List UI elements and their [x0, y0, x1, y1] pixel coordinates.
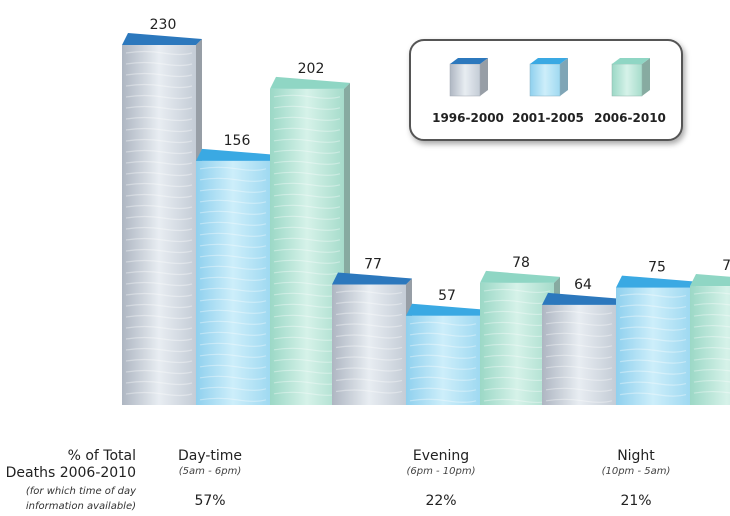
bar-top: [616, 275, 696, 288]
legend-label: 1996-2000: [432, 111, 504, 125]
category-label: Night: [617, 448, 655, 464]
legend-swatch-top: [612, 58, 650, 64]
row-label-line1: % of Total: [68, 448, 136, 464]
bar-texture: [125, 50, 193, 397]
bar-texture: [335, 290, 403, 394]
legend-swatch-top: [450, 58, 488, 64]
value-label: 230: [150, 17, 177, 33]
bar-top: [122, 33, 202, 45]
legend-item-1996-2000: 1996-2000: [432, 58, 504, 125]
value-label: 64: [574, 277, 592, 293]
row-label-note2: information available): [26, 501, 136, 512]
bar-top: [196, 148, 276, 161]
legend-swatch: [611, 63, 643, 97]
bar-front: [690, 286, 730, 405]
row-label-note1: (for which time of day: [26, 486, 137, 497]
bar-day-time-1996-2000: [122, 33, 202, 405]
legend-label: 2001-2005: [512, 111, 584, 125]
bar-top: [690, 274, 730, 287]
bar-night-2001-2005: [616, 275, 696, 405]
bars-layer: [122, 33, 730, 406]
bar-day-time-2006-2010: [270, 76, 350, 406]
category-range: (10pm - 5am): [602, 466, 671, 477]
legend-items: 1996-2000 2001-2005 2006-2010: [432, 58, 666, 125]
legend-swatch-side: [480, 58, 488, 96]
legend: 1996-2000 2001-2005 2006-2010: [409, 39, 683, 141]
bar-front: [406, 315, 480, 405]
bar-texture: [693, 291, 730, 394]
bar-texture: [545, 310, 613, 403]
bar-top: [542, 292, 622, 305]
category-percentage: 57%: [194, 493, 225, 509]
category-percentage: 22%: [425, 493, 456, 509]
category-range: (5am - 6pm): [179, 466, 241, 477]
category-percentage: 21%: [620, 493, 651, 509]
value-label: 76: [722, 258, 730, 274]
legend-swatch-side: [560, 58, 568, 96]
bar-top: [480, 270, 560, 283]
bar-front: [332, 284, 406, 405]
value-labels-layer: 230 156 202 77 57 78 64 75 76: [150, 17, 730, 304]
bar-front: [122, 45, 196, 405]
bar-top: [406, 303, 486, 316]
bar-night-1996-2000: [542, 292, 622, 405]
row-label: % of Total Deaths 2006-2010 (for which t…: [6, 448, 137, 512]
bar-texture: [409, 321, 477, 403]
legend-item-2001-2005: 2001-2005: [512, 58, 584, 125]
bar-front: [270, 88, 344, 406]
bar-top: [332, 272, 412, 285]
category-label: Evening: [413, 448, 469, 464]
bar-evening-1996-2000: [332, 272, 412, 405]
value-label: 156: [224, 133, 251, 149]
bar-texture: [619, 293, 687, 397]
legend-swatch-side: [642, 58, 650, 96]
category-label: Day-time: [178, 448, 242, 464]
row-label-line2: Deaths 2006-2010: [6, 465, 136, 481]
bar-front: [616, 287, 690, 405]
value-label: 202: [298, 61, 325, 77]
bar-front: [480, 282, 554, 405]
value-label: 78: [512, 255, 530, 271]
legend-label: 2006-2010: [594, 111, 666, 125]
value-label: 57: [438, 288, 456, 304]
bar-front: [196, 160, 270, 405]
value-label: 75: [648, 260, 666, 276]
bar-night-2006-2010: [690, 274, 730, 405]
bar-texture: [199, 166, 267, 402]
legend-swatch: [449, 63, 481, 97]
legend-item-2006-2010: 2006-2010: [594, 58, 666, 125]
legend-swatch-top: [530, 58, 568, 64]
category-range: (6pm - 10pm): [406, 466, 475, 477]
bar-front: [542, 304, 616, 405]
bar-evening-2001-2005: [406, 303, 486, 405]
bar-day-time-2001-2005: [196, 148, 276, 405]
value-label: 77: [364, 256, 382, 272]
category-labels-layer: Day-time (5am - 6pm) 57% Evening (6pm - 10pm…: [178, 448, 670, 509]
bar-top: [270, 76, 350, 89]
legend-swatch: [529, 63, 561, 97]
bar-texture: [273, 94, 341, 396]
